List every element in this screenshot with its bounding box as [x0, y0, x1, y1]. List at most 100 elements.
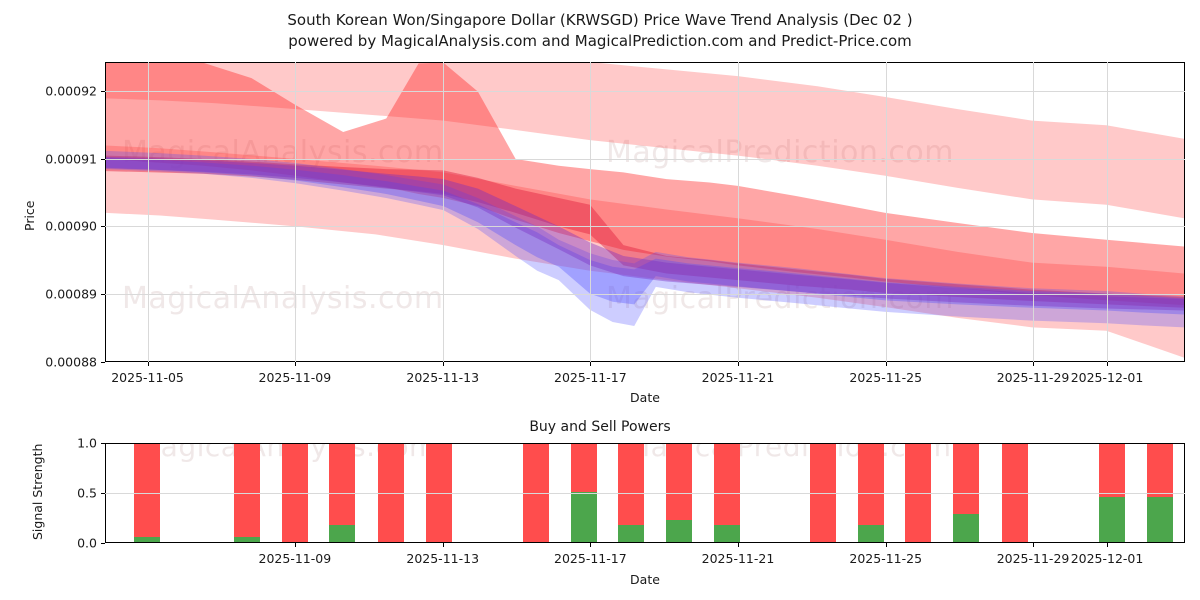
- power-x-tick-mark: [1033, 543, 1035, 547]
- price-y-tick-mark: [101, 294, 105, 296]
- power-bar[interactable]: [953, 444, 980, 542]
- price-chart-x-axis-title: Date: [630, 390, 660, 405]
- power-bar-buy-segment: [1098, 497, 1125, 542]
- power-x-tick-label: 2025-11-25: [849, 551, 923, 566]
- power-x-tick-mark: [737, 543, 739, 547]
- power-x-tick-label: 2025-11-13: [406, 551, 480, 566]
- power-bar[interactable]: [1098, 444, 1125, 542]
- power-x-tick-mark: [590, 543, 592, 547]
- price-x-tick-mark: [294, 362, 296, 366]
- price-x-tick-mark: [147, 362, 149, 366]
- power-bar-buy-segment: [571, 492, 598, 542]
- price-bands-svg: [106, 63, 1184, 358]
- price-gridline-v: [590, 62, 592, 362]
- price-y-tick-label: 0.00092: [45, 83, 97, 99]
- power-bar[interactable]: [329, 444, 356, 542]
- power-x-tick-mark: [1107, 543, 1109, 547]
- power-bar-sell-segment: [329, 444, 356, 525]
- power-bar[interactable]: [857, 444, 884, 542]
- price-band-buy-band-inner: [106, 157, 1184, 315]
- power-y-tick-label: 0.5: [77, 485, 97, 501]
- power-x-tick-label: 2025-11-21: [701, 551, 775, 566]
- power-x-tick-mark: [294, 543, 296, 547]
- price-x-tick-label: 2025-11-05: [111, 370, 184, 385]
- power-x-tick-mark: [885, 543, 887, 547]
- power-bar[interactable]: [571, 444, 598, 542]
- price-y-tick-mark: [101, 90, 105, 92]
- power-y-tick-mark: [101, 493, 105, 494]
- power-bar-buy-segment: [329, 525, 356, 542]
- power-bar[interactable]: [1146, 444, 1173, 542]
- price-x-tick-label: 2025-11-13: [406, 370, 480, 385]
- power-bar-buy-segment: [1146, 497, 1173, 542]
- power-bar-buy-segment: [857, 525, 884, 542]
- price-gridline-h: [105, 294, 1185, 296]
- power-gridline-h: [105, 493, 1185, 494]
- price-x-tick-mark: [1107, 362, 1109, 366]
- price-gridline-h: [105, 226, 1185, 228]
- power-bar-sell-segment: [714, 444, 740, 525]
- price-band-sell-wave-main: [106, 63, 1184, 306]
- price-band-sell-wave-inner: [106, 155, 1184, 308]
- power-bar[interactable]: [665, 444, 692, 542]
- power-chart-x-axis-title: Date: [630, 572, 660, 587]
- power-chart-title: Buy and Sell Powers: [529, 419, 671, 435]
- price-band-sell-band-outer-upper: [106, 63, 1184, 219]
- price-y-tick-mark: [101, 158, 105, 160]
- power-y-tick-mark: [101, 443, 105, 444]
- price-gridline-h: [105, 158, 1185, 160]
- power-bar-sell-segment: [953, 444, 980, 514]
- price-gridline-h: [105, 90, 1185, 92]
- price-band-sell-band-outer-lower: [106, 145, 1184, 358]
- power-bar[interactable]: [233, 444, 260, 542]
- price-chart-y-axis-title: Price: [22, 200, 37, 232]
- power-bar-sell-segment: [1098, 444, 1125, 497]
- power-chart-y-axis-title: Signal Strength: [30, 443, 45, 540]
- price-x-tick-label: 2025-11-25: [849, 370, 923, 385]
- power-y-tick-mark: [101, 543, 105, 544]
- power-bar-sell-segment: [133, 444, 160, 537]
- power-bar-sell-segment: [665, 444, 692, 520]
- power-bar-sell-segment: [857, 444, 884, 525]
- price-y-tick-mark: [101, 226, 105, 228]
- power-x-tick-label: 2025-11-29: [996, 551, 1070, 566]
- price-chart-plot-area: MagicalAnalysis.com MagicalPrediction.co…: [105, 62, 1185, 362]
- power-bar-buy-segment: [617, 525, 644, 542]
- power-bar[interactable]: [133, 444, 160, 542]
- power-bar-sell-segment: [617, 444, 644, 525]
- price-gridline-v: [442, 62, 444, 362]
- power-bar-buy-segment: [233, 537, 260, 542]
- power-y-tick-label: 1.0: [77, 435, 97, 451]
- price-x-tick-mark: [442, 362, 444, 366]
- price-y-tick-label: 0.00089: [45, 286, 97, 302]
- power-x-tick-label: 2025-11-09: [258, 551, 332, 566]
- power-bar-buy-segment: [714, 525, 740, 542]
- price-y-tick-label: 0.00090: [45, 218, 97, 234]
- power-bar-buy-segment: [133, 537, 160, 542]
- power-bar-buy-segment: [953, 514, 980, 542]
- price-x-tick-label: 2025-11-09: [258, 370, 332, 385]
- power-bar-sell-segment: [233, 444, 260, 537]
- power-x-tick-mark: [442, 543, 444, 547]
- price-gridline-v: [1107, 62, 1109, 362]
- price-y-tick-label: 0.00091: [45, 151, 97, 167]
- price-x-tick-label: 2025-12-01: [1070, 370, 1144, 385]
- price-x-tick-mark: [737, 362, 739, 366]
- price-x-tick-label: 2025-11-29: [996, 370, 1070, 385]
- price-x-tick-mark: [590, 362, 592, 366]
- page-title-line-2: powered by MagicalAnalysis.com and Magic…: [288, 32, 912, 50]
- price-y-tick-mark: [101, 362, 105, 363]
- power-bar-sell-segment: [1146, 444, 1173, 497]
- power-x-tick-label: 2025-11-17: [554, 551, 627, 566]
- power-y-tick-label: 0.0: [77, 535, 97, 551]
- power-x-tick-label: 2025-12-01: [1070, 551, 1144, 566]
- price-gridline-v: [294, 62, 296, 362]
- price-band-buy-band-outer: [106, 150, 1184, 328]
- price-x-tick-label: 2025-11-21: [701, 370, 775, 385]
- power-bar-sell-segment: [571, 444, 598, 492]
- power-bar[interactable]: [617, 444, 644, 542]
- power-bar[interactable]: [714, 444, 740, 542]
- price-x-tick-mark: [1033, 362, 1035, 366]
- price-gridline-v: [1033, 62, 1035, 362]
